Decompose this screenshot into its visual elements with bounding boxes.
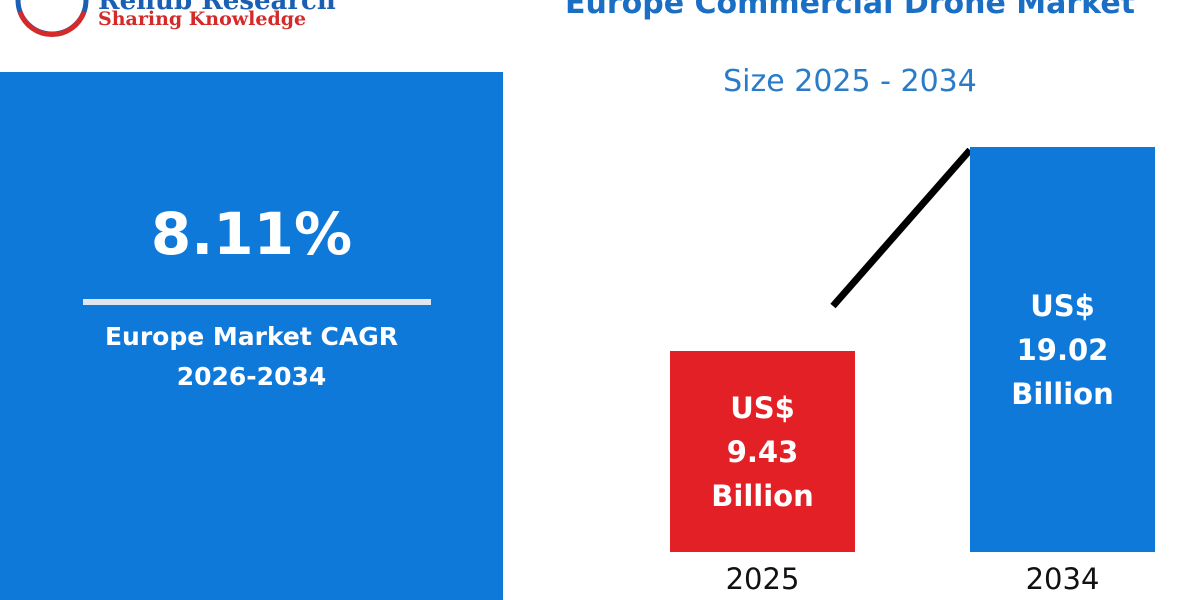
logo-name: Renub Research	[98, 0, 336, 16]
cagr-label: Europe Market CAGR	[104, 322, 399, 351]
bar-value-label: US$ 9.43 Billion	[711, 390, 814, 513]
x-tick-label: 2034	[1025, 562, 1100, 596]
cagr-panel	[0, 72, 503, 600]
cagr-value: 8.11%	[150, 200, 353, 268]
bar-value-label: US$ 19.02 Billion	[1011, 288, 1114, 411]
chart-subtitle: Size 2025 - 2034	[723, 64, 977, 99]
bar: US$ 19.02 Billion	[970, 147, 1155, 552]
cagr-label: 2026-2034	[176, 362, 327, 391]
x-tick-label: 2025	[725, 562, 800, 596]
logo-icon	[15, 0, 89, 38]
bar: US$ 9.43 Billion	[670, 351, 855, 552]
divider	[83, 299, 431, 305]
logo-tagline: Sharing Knowledge	[98, 8, 307, 30]
chart-title: Europe Commercial Drone Market	[564, 0, 1136, 21]
